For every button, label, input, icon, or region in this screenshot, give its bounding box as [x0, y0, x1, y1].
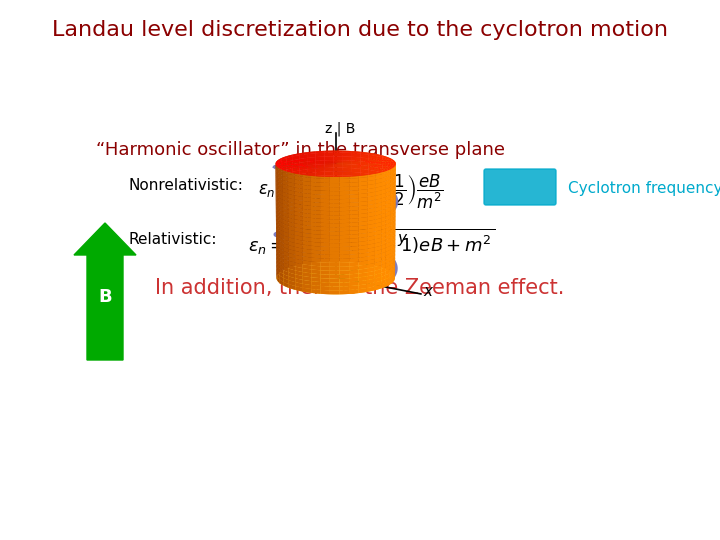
Text: In addition, there is the Zeeman effect.: In addition, there is the Zeeman effect.: [156, 278, 564, 298]
Text: B: B: [98, 288, 112, 307]
Text: Relativistic:: Relativistic:: [128, 233, 217, 247]
FancyBboxPatch shape: [484, 169, 556, 205]
Text: Nonrelativistic:: Nonrelativistic:: [128, 178, 243, 192]
Text: $\epsilon_n = \sqrt{p_z^2 + (2n+1)eB + m^2}$: $\epsilon_n = \sqrt{p_z^2 + (2n+1)eB + m…: [248, 227, 495, 259]
Text: Cyclotron frequency: Cyclotron frequency: [568, 180, 720, 195]
Text: $\epsilon_n = \dfrac{p_z^2}{2m^2} + \left(n + \dfrac{1}{2}\right)\dfrac{eB}{m^2}: $\epsilon_n = \dfrac{p_z^2}{2m^2} + \lef…: [258, 165, 444, 211]
FancyArrow shape: [74, 223, 136, 360]
Text: Landau level discretization due to the cyclotron motion: Landau level discretization due to the c…: [52, 20, 668, 40]
Text: “Harmonic oscillator” in the transverse plane: “Harmonic oscillator” in the transverse …: [96, 141, 505, 159]
